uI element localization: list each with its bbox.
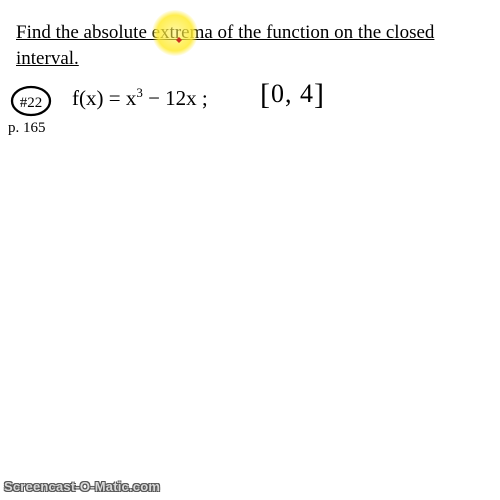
function-expression: f(x) = x3 − 12x ; — [72, 85, 208, 111]
problem-number-badge: #22 — [10, 85, 52, 117]
interval-open-bracket: [ — [260, 78, 271, 111]
function-rhs-base: x — [126, 86, 137, 110]
watermark-text: Screencast-O-Matic.com — [4, 479, 160, 494]
interval-expression: [0, 4] — [260, 78, 325, 112]
function-rhs-tail: − 12x ; — [143, 86, 208, 110]
instruction-text: Find the absolute extrema of the functio… — [16, 20, 476, 71]
svg-text:#22: #22 — [20, 95, 43, 111]
page-reference: p. 165 — [8, 120, 46, 137]
interval-values: 0, 4 — [271, 79, 314, 108]
interval-close-bracket: ] — [314, 78, 325, 111]
function-lhs: f(x) — [72, 86, 103, 110]
